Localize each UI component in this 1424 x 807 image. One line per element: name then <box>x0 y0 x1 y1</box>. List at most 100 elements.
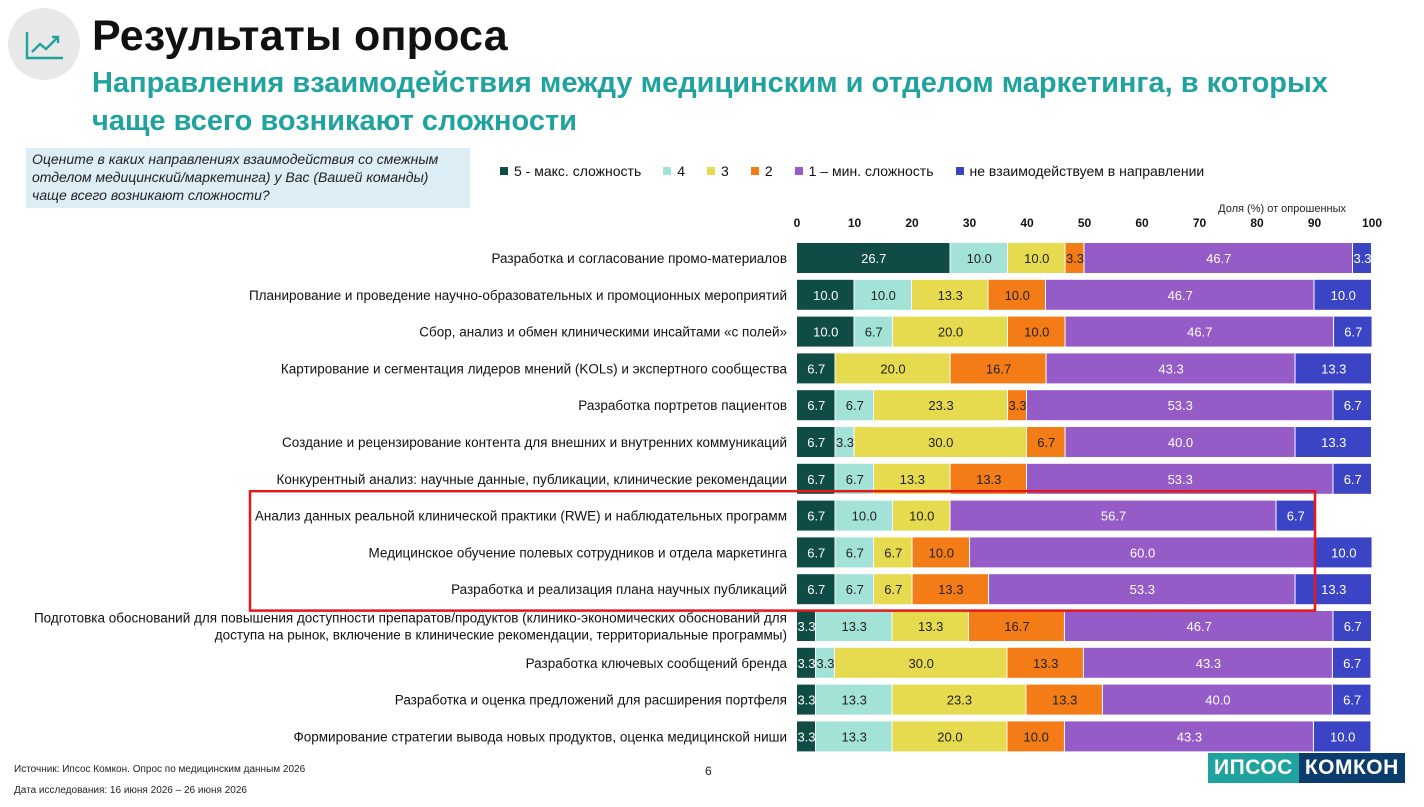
bar-segment <box>797 684 815 715</box>
bar-segment <box>834 647 1007 678</box>
bar-segment <box>797 537 835 568</box>
bar-segment <box>1313 721 1371 752</box>
bar-segment <box>950 500 1276 531</box>
data-label: 6.7 <box>865 325 883 340</box>
data-label: 6.7 <box>807 435 825 450</box>
bar-segment <box>874 390 1008 421</box>
page-number: 6 <box>705 764 712 778</box>
data-label: 13.3 <box>900 472 925 487</box>
bar-segment <box>815 684 892 715</box>
data-label: 46.7 <box>1168 288 1193 303</box>
bar-segment <box>835 500 893 531</box>
data-label: 10.0 <box>909 509 934 524</box>
bar-segment <box>854 316 893 347</box>
bar-segment <box>1026 684 1102 715</box>
data-label: 60.0 <box>1130 545 1155 560</box>
data-label: 10.0 <box>967 251 992 266</box>
data-label: 3.3 <box>816 656 834 671</box>
data-label: 6.7 <box>1343 656 1361 671</box>
category-label: Планирование и проведение научно-образов… <box>249 288 787 303</box>
data-label: 6.7 <box>884 545 902 560</box>
bar-segment <box>797 463 835 494</box>
data-label: 3.3 <box>797 619 815 634</box>
bar-segment <box>815 721 892 752</box>
bar-segment <box>1065 243 1084 273</box>
bar-segment <box>854 279 911 310</box>
bar-segment <box>1295 427 1371 457</box>
category-label: Анализ данных реальной клинической практ… <box>255 509 787 524</box>
legend-swatch <box>955 167 964 175</box>
legend-item: не взаимодействуем в направлении <box>955 163 1204 179</box>
x-tick-label: 90 <box>1308 216 1322 230</box>
data-label: 46.7 <box>1187 619 1212 634</box>
bar-segment <box>1353 243 1371 273</box>
data-label: 3.3 <box>797 693 815 708</box>
bar-segment <box>835 353 950 384</box>
bar-segment <box>874 463 950 494</box>
bar-segment <box>874 574 912 605</box>
x-tick-label: 0 <box>794 216 801 230</box>
bar-segment <box>1008 243 1065 273</box>
data-label: 23.3 <box>928 398 953 413</box>
data-label: 6.7 <box>807 472 825 487</box>
legend-swatch <box>750 167 759 175</box>
data-label: 10.0 <box>813 325 838 340</box>
bar-segment <box>950 353 1046 384</box>
bar-segment <box>1065 427 1295 457</box>
data-label: 6.7 <box>1344 472 1362 487</box>
data-label: 6.7 <box>846 545 864 560</box>
bar-segment <box>797 500 835 531</box>
page-title: Результаты опроса <box>92 12 508 60</box>
data-label: 6.7 <box>846 472 864 487</box>
bar-segment <box>1008 316 1065 347</box>
bar-segment <box>1027 390 1333 421</box>
data-label: 6.7 <box>807 509 825 524</box>
data-label: 10.0 <box>871 288 896 303</box>
bar-segment <box>970 537 1315 568</box>
data-label: 40.0 <box>1205 693 1230 708</box>
trend-up-icon <box>25 32 63 60</box>
category-label: Картирование и сегментация лидеров мнени… <box>281 361 788 376</box>
bar-segment <box>892 684 1026 715</box>
data-label: 13.3 <box>1321 435 1346 450</box>
data-label: 3.3 <box>1066 251 1084 266</box>
bar-segment <box>988 279 1045 310</box>
data-label: 26.7 <box>861 251 886 266</box>
data-label: 46.7 <box>1187 325 1212 340</box>
bar-segment <box>797 647 815 678</box>
bar-segment <box>1334 316 1372 347</box>
data-label: 6.7 <box>884 582 902 597</box>
data-label: 23.3 <box>947 693 972 708</box>
bar-segment <box>1065 316 1334 347</box>
bar-segment <box>912 279 988 310</box>
bar-segment <box>797 611 815 641</box>
bar-segment <box>1314 279 1371 310</box>
x-tick-label: 50 <box>1078 216 1092 230</box>
bar-segment <box>950 243 1008 273</box>
bar-segment <box>1333 611 1371 641</box>
x-tick-label: 100 <box>1362 216 1382 230</box>
data-label: 13.3 <box>976 472 1001 487</box>
data-label: 3.3 <box>1353 251 1371 266</box>
data-label: 13.3 <box>842 619 867 634</box>
data-label: 6.7 <box>846 398 864 413</box>
survey-question: Оцените в каких направлениях взаимодейст… <box>26 148 470 208</box>
data-label: 43.3 <box>1158 361 1183 376</box>
data-label: 56.7 <box>1101 509 1126 524</box>
category-label: Разработка и реализация плана научных пу… <box>451 582 787 597</box>
bar-segment <box>815 611 892 641</box>
data-label: 40.0 <box>1168 435 1193 450</box>
data-label: 13.3 <box>1033 656 1058 671</box>
bar-segment <box>1007 721 1064 752</box>
data-label: 13.3 <box>1321 582 1346 597</box>
highlight-box <box>248 489 1317 612</box>
category-label: Медицинское обучение полевых сотрудников… <box>369 545 788 560</box>
legend-swatch <box>663 167 672 175</box>
bar-segment <box>815 647 834 678</box>
data-label: 6.7 <box>1344 619 1362 634</box>
page-subtitle: Направления взаимодействия между медицин… <box>92 67 1328 137</box>
bar-segment <box>835 427 854 457</box>
x-axis-title: Доля (%) от опрошенных <box>1218 203 1346 215</box>
category-label: Создание и рецензирование контента для в… <box>282 435 787 450</box>
